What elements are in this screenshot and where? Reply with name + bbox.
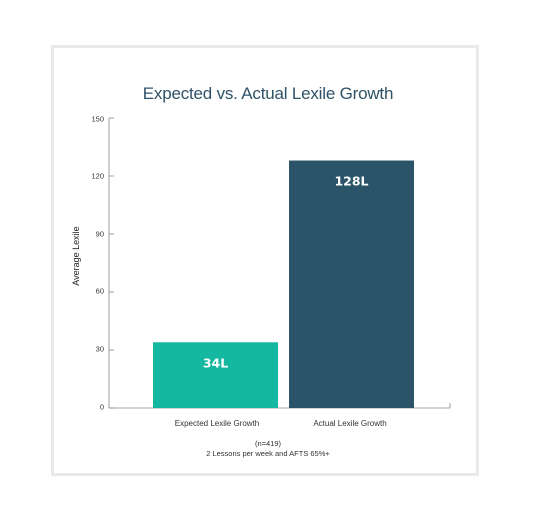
- chart-title: Expected vs. Actual Lexile Growth: [142, 84, 394, 103]
- bar-actual-lexile-growth: [289, 160, 414, 408]
- criteria-note: 2 Lessons per week and AFTS 65%+: [206, 449, 330, 458]
- y-tick-label: 60: [95, 286, 104, 296]
- x-category-label: Expected Lexile Growth: [174, 419, 260, 428]
- bar-data-label: 128L: [334, 174, 368, 189]
- bar-data-label: 34L: [203, 355, 228, 370]
- x-category-label: Actual Lexile Growth: [313, 419, 387, 428]
- y-tick-label: 150: [91, 114, 104, 124]
- sample-size-note: (n=419): [254, 439, 282, 448]
- y-tick-label: 90: [95, 229, 104, 239]
- y-tick-label: 0: [99, 402, 104, 412]
- y-axis-ticks: [109, 117, 114, 409]
- bar-expected-lexile-growth: [153, 342, 278, 408]
- y-tick-label: 30: [95, 344, 104, 354]
- y-tick-label: 120: [91, 171, 104, 181]
